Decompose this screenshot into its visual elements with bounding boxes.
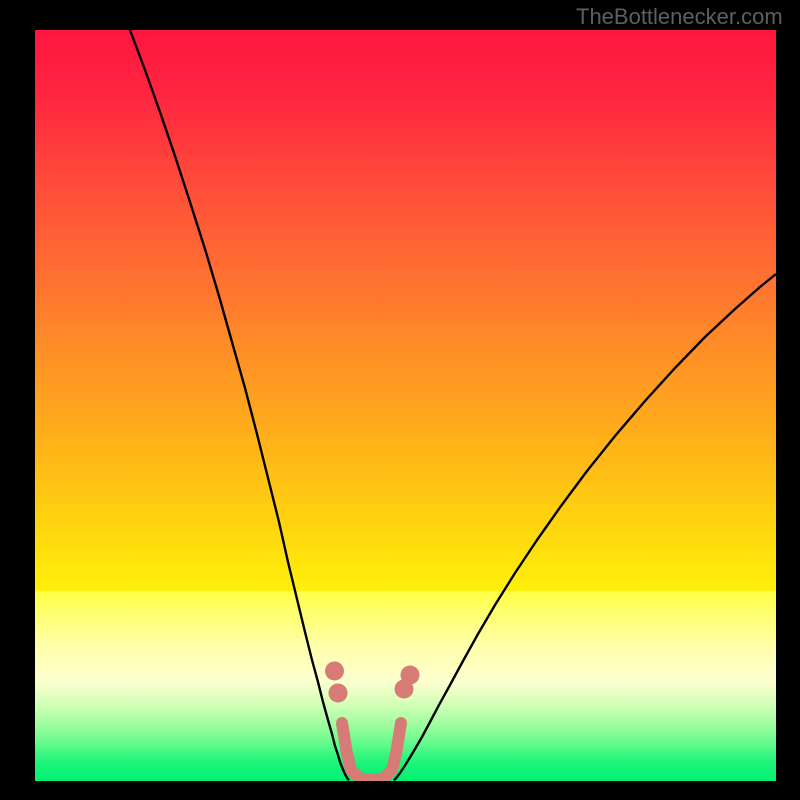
right-marker-dot	[401, 666, 420, 685]
watermark-text: TheBottlenecker.com	[576, 4, 783, 30]
left-marker-dot	[329, 684, 348, 703]
right-curve	[394, 274, 776, 780]
bottom-connector	[342, 723, 401, 780]
plot-area	[35, 30, 776, 781]
left-curve	[130, 30, 349, 780]
curve-layer	[35, 30, 776, 781]
left-marker-dot	[325, 662, 344, 681]
